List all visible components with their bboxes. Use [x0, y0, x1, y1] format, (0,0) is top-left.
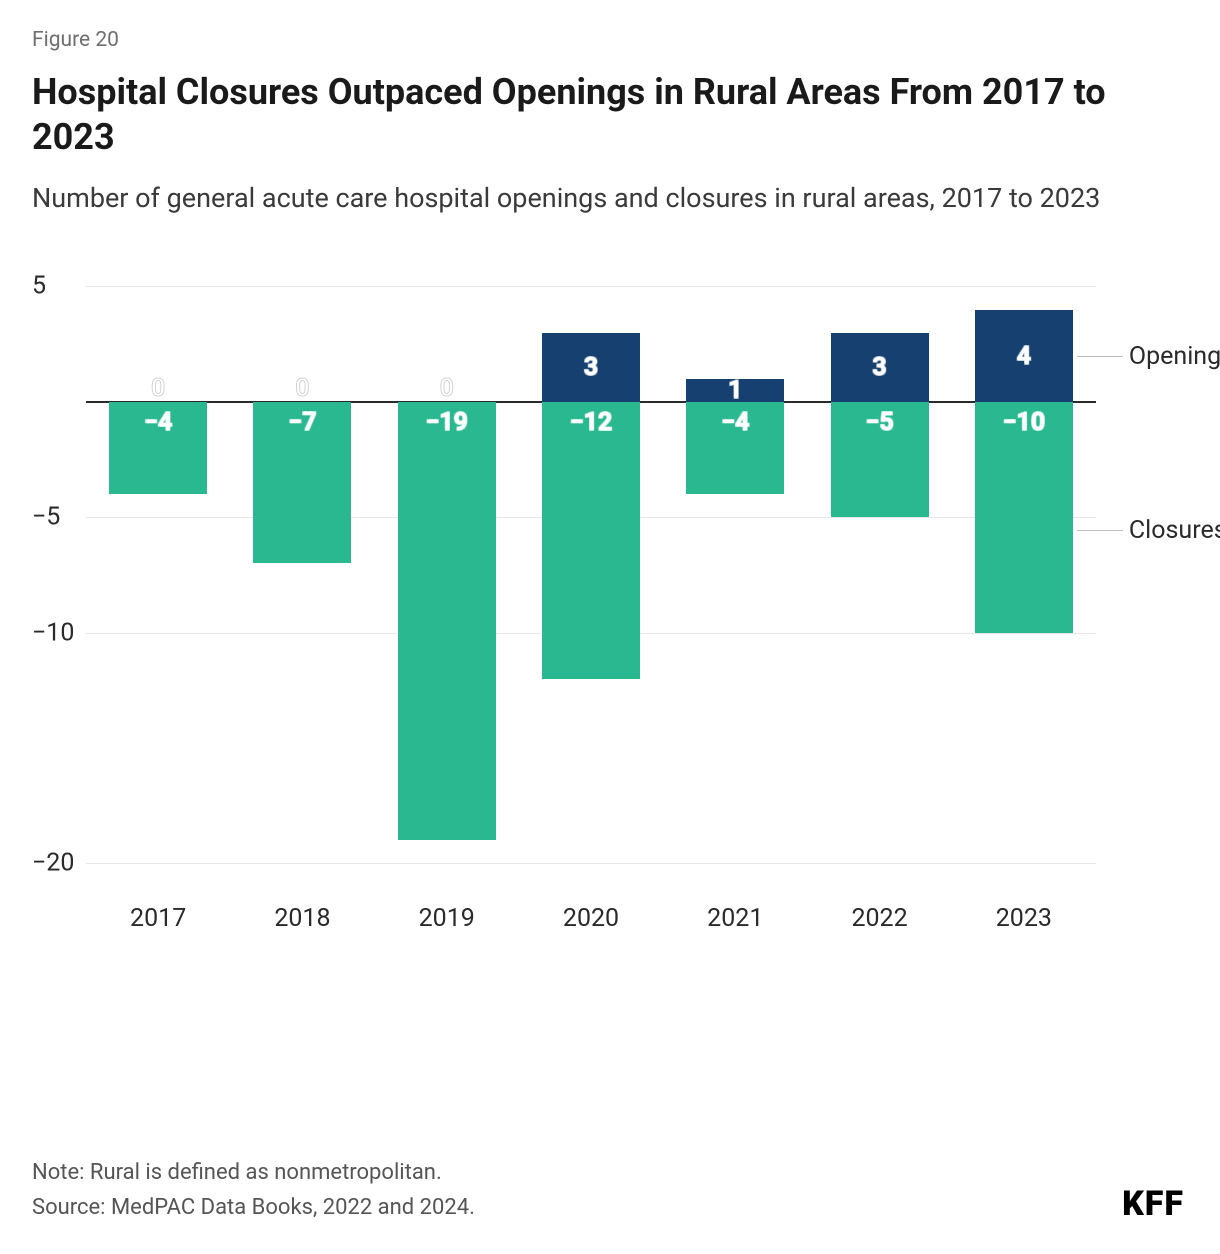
bar-group: 0−4	[109, 286, 207, 886]
chart-area: 5−5−10−200−420170−720180−1920193−1220201…	[32, 286, 1212, 941]
x-tick-label: 2021	[707, 904, 763, 933]
legend-tick	[1077, 356, 1123, 357]
closures-value-label: −4	[686, 408, 784, 437]
closures-value-label: −12	[542, 408, 640, 437]
x-tick-label: 2022	[851, 904, 907, 933]
plot-region: 5−5−10−200−420170−720180−1920193−1220201…	[86, 286, 1096, 886]
bar-group: 3 −5	[831, 286, 929, 886]
closures-value-label: −4	[109, 408, 207, 437]
chart-subtitle: Number of general acute care hospital op…	[32, 180, 1132, 216]
y-tick-label: −10	[32, 618, 78, 647]
bar-group: 0−7	[253, 286, 351, 886]
bar-group: 0−19	[398, 286, 496, 886]
bar-group: 4 −10	[975, 286, 1073, 886]
x-tick-label: 2023	[996, 904, 1052, 933]
closures-value-label: −5	[831, 408, 929, 437]
x-tick-label: 2020	[563, 904, 619, 933]
x-tick-label: 2019	[419, 904, 475, 933]
y-tick-label: −20	[32, 849, 78, 878]
openings-value-label: 0	[253, 374, 351, 403]
openings-value-label: 4	[975, 342, 1073, 371]
figure-number: Figure 20	[32, 28, 1220, 52]
openings-value-label: 0	[398, 374, 496, 403]
closures-value-label: −10	[975, 408, 1073, 437]
closures-bar	[398, 402, 496, 840]
source-text: Source: MedPAC Data Books, 2022 and 2024…	[32, 1195, 1180, 1220]
brand-logo: KFF	[1122, 1184, 1184, 1224]
y-tick-label: 5	[32, 272, 78, 301]
legend-tick	[1077, 530, 1123, 531]
x-tick-label: 2018	[274, 904, 330, 933]
closures-bar	[542, 402, 640, 679]
y-tick-label: −5	[32, 503, 78, 532]
openings-value-label: 3	[542, 353, 640, 382]
closures-value-label: −19	[398, 408, 496, 437]
bar-group: 3 −12	[542, 286, 640, 886]
closures-value-label: −7	[253, 408, 351, 437]
x-tick-label: 2017	[130, 904, 186, 933]
chart-title: Hospital Closures Outpaced Openings in R…	[32, 70, 1132, 160]
openings-value-label: 3	[831, 353, 929, 382]
footer: Note: Rural is defined as nonmetropolita…	[32, 1160, 1180, 1220]
legend-closures: Closures	[1129, 516, 1220, 545]
note-text: Note: Rural is defined as nonmetropolita…	[32, 1160, 1180, 1185]
openings-value-label: 0	[109, 374, 207, 403]
legend-openings: Openings	[1129, 342, 1220, 371]
bar-group: 1−4	[686, 286, 784, 886]
